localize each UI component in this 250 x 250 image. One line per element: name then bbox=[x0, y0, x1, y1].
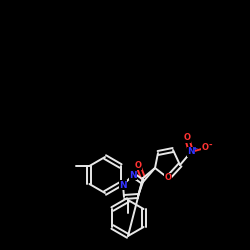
Text: O: O bbox=[184, 134, 190, 142]
Text: O: O bbox=[202, 144, 208, 152]
Text: N: N bbox=[119, 180, 127, 190]
Text: N: N bbox=[187, 148, 195, 156]
Text: N: N bbox=[129, 170, 137, 179]
Text: O: O bbox=[134, 160, 141, 170]
Text: O: O bbox=[164, 174, 172, 182]
Text: +: + bbox=[192, 146, 198, 152]
Text: -: - bbox=[208, 140, 212, 149]
